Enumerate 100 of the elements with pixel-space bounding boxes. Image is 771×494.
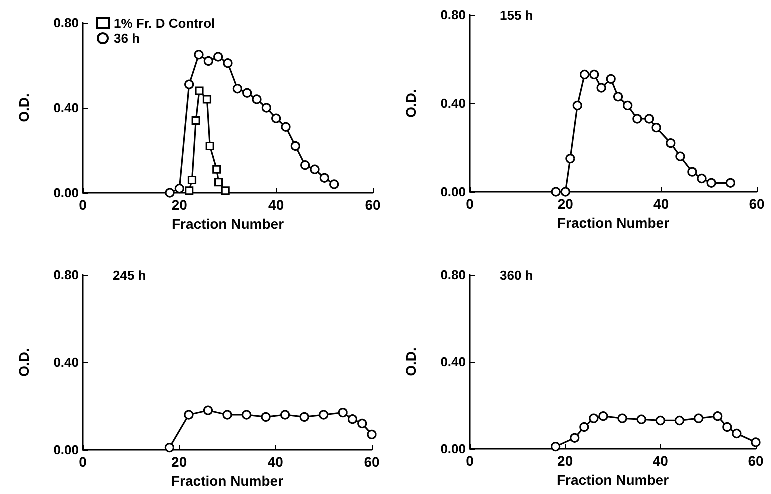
point bbox=[203, 406, 214, 416]
y-tick-label: 0.80 bbox=[54, 16, 79, 30]
y-tick-label: 0.40 bbox=[54, 100, 79, 116]
y-axis-title: O.D. bbox=[403, 348, 419, 376]
y-tick-label: 0.00 bbox=[440, 184, 466, 200]
point bbox=[310, 164, 320, 174]
text: 245 h bbox=[113, 268, 146, 283]
x-tick-label: 20 bbox=[172, 197, 188, 213]
point bbox=[726, 178, 736, 188]
x-tick-label: 40 bbox=[268, 197, 284, 213]
point bbox=[252, 94, 262, 104]
y-tick-label: 0.40 bbox=[440, 354, 466, 370]
point bbox=[674, 416, 685, 426]
y-tick-label: 0.00 bbox=[54, 186, 79, 200]
y-tick-label: 0.00 bbox=[440, 442, 466, 456]
point bbox=[222, 410, 232, 420]
point bbox=[184, 80, 194, 90]
x-tick-label: 0 bbox=[466, 453, 474, 469]
point bbox=[623, 100, 633, 111]
x-axis-title: Fraction Number bbox=[557, 214, 670, 231]
point bbox=[320, 173, 330, 183]
point bbox=[261, 412, 271, 422]
point bbox=[367, 430, 377, 440]
point bbox=[223, 58, 233, 68]
point bbox=[618, 414, 628, 424]
point bbox=[214, 52, 224, 62]
x-tick-label: 20 bbox=[172, 454, 188, 470]
point bbox=[590, 70, 600, 80]
x-tick-label: 20 bbox=[558, 453, 574, 469]
point bbox=[165, 188, 175, 198]
point bbox=[694, 414, 704, 424]
x-tick-label: 40 bbox=[652, 453, 669, 469]
point bbox=[206, 142, 214, 151]
legend-label: 36 h bbox=[114, 31, 140, 46]
point bbox=[272, 114, 282, 124]
point bbox=[656, 416, 666, 426]
point bbox=[330, 180, 340, 190]
x-axis-title: Fraction Number bbox=[172, 216, 285, 232]
x-tick-label: 40 bbox=[268, 454, 284, 470]
text: 155 h bbox=[500, 8, 534, 23]
y-tick-label: 0.80 bbox=[440, 268, 466, 282]
point bbox=[300, 160, 310, 170]
point bbox=[348, 414, 358, 424]
legend-label: 1% Fr. D Control bbox=[114, 16, 216, 31]
point bbox=[722, 422, 732, 432]
point bbox=[242, 88, 252, 98]
point bbox=[185, 186, 194, 196]
point bbox=[214, 178, 224, 187]
x-axis-title: Fraction Number bbox=[556, 472, 670, 488]
point bbox=[580, 422, 590, 432]
point bbox=[580, 70, 590, 80]
x-tick-label: 0 bbox=[79, 197, 88, 213]
point bbox=[589, 414, 599, 424]
point bbox=[706, 178, 716, 188]
point bbox=[697, 174, 707, 184]
x-axis-title: Fraction Number bbox=[171, 472, 284, 489]
point bbox=[613, 92, 624, 102]
point bbox=[188, 176, 197, 185]
x-tick-label: 60 bbox=[748, 453, 764, 469]
point bbox=[358, 418, 368, 429]
point bbox=[560, 187, 570, 197]
point bbox=[566, 154, 576, 164]
point bbox=[184, 410, 194, 420]
point bbox=[281, 122, 291, 132]
point bbox=[194, 50, 204, 60]
point bbox=[636, 414, 646, 424]
point bbox=[570, 433, 580, 443]
point bbox=[551, 187, 561, 197]
point bbox=[232, 84, 242, 94]
point bbox=[164, 443, 174, 453]
point bbox=[204, 56, 214, 66]
point bbox=[319, 410, 329, 420]
y-axis-title: O.D. bbox=[403, 89, 419, 118]
x-tick-label: 0 bbox=[79, 454, 88, 470]
point bbox=[652, 123, 662, 133]
point bbox=[596, 83, 606, 93]
x-tick-label: 40 bbox=[654, 196, 670, 212]
y-axis-title: O.D. bbox=[16, 348, 32, 377]
point bbox=[632, 114, 642, 124]
point bbox=[192, 116, 200, 126]
point bbox=[290, 141, 300, 152]
point bbox=[262, 103, 272, 113]
point bbox=[644, 114, 654, 124]
y-tick-label: 0.80 bbox=[440, 8, 466, 22]
point bbox=[202, 95, 212, 104]
y-axis-title: O.D. bbox=[16, 94, 32, 122]
y-tick-label: 0.80 bbox=[54, 268, 79, 282]
y-tick-label: 0.40 bbox=[440, 96, 466, 111]
point bbox=[606, 74, 616, 84]
text: 360 h bbox=[500, 268, 534, 283]
point bbox=[221, 186, 230, 196]
x-tick-label: 0 bbox=[466, 196, 474, 212]
point bbox=[732, 428, 742, 439]
y-tick-label: 0.00 bbox=[54, 442, 79, 458]
x-tick-label: 60 bbox=[749, 196, 765, 212]
point bbox=[195, 86, 204, 96]
point bbox=[174, 184, 184, 194]
y-tick-label: 0.40 bbox=[54, 355, 79, 370]
point bbox=[280, 410, 290, 420]
x-tick-label: 60 bbox=[365, 197, 381, 213]
